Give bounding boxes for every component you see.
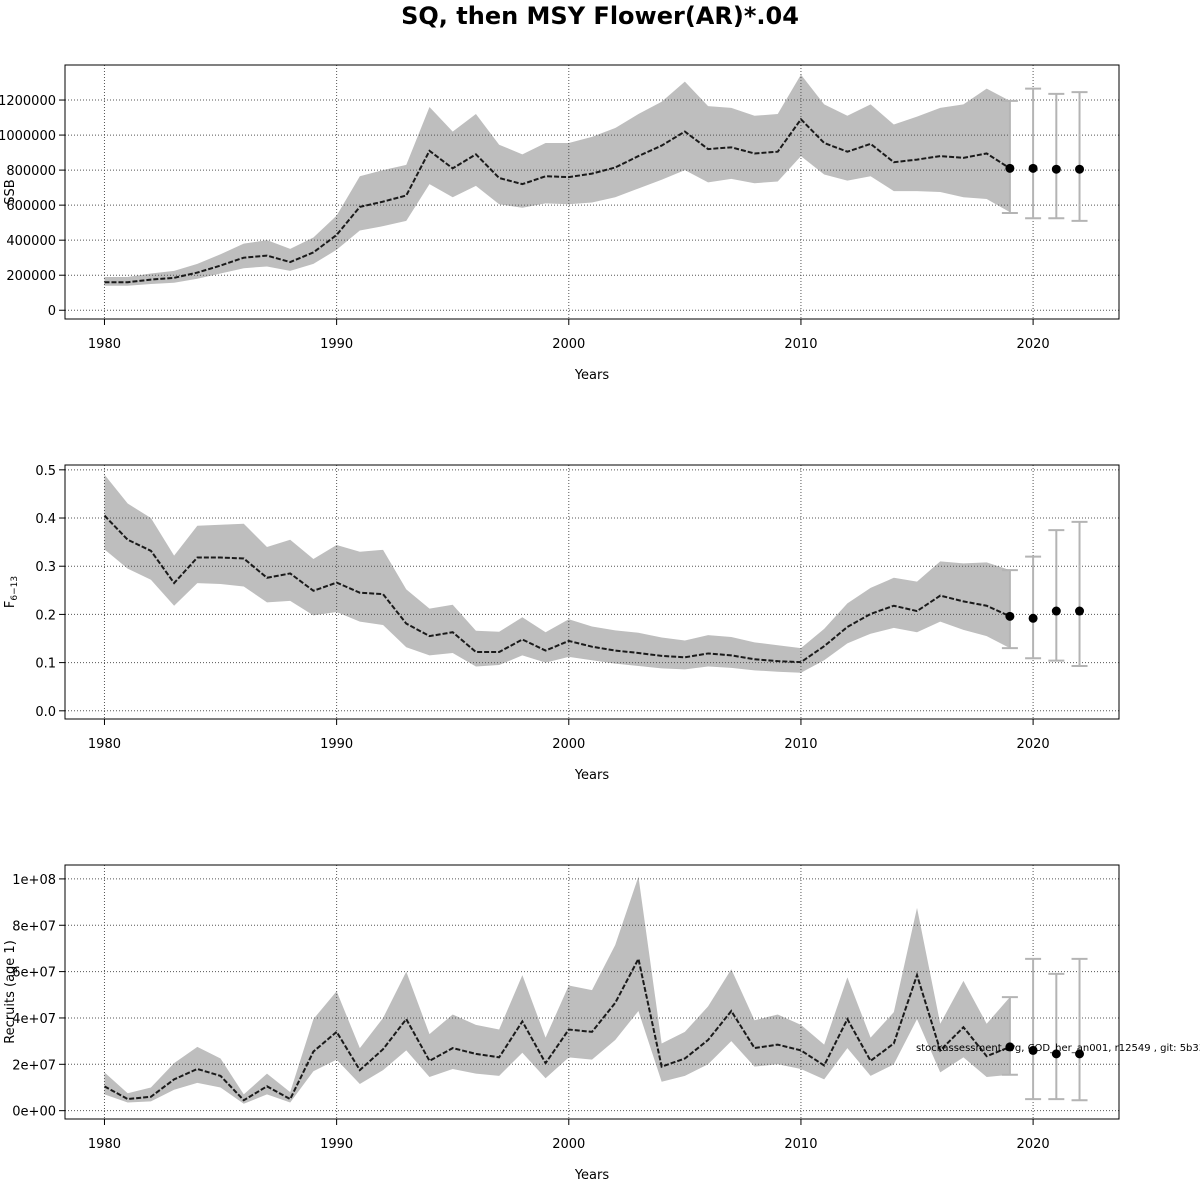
- recruits-plot-frame: [64, 864, 1120, 1120]
- fbar-x-tick-label: 2000: [552, 737, 585, 752]
- ssb-estimate-line: [104, 117, 1011, 284]
- recruits-x-tick-label: 1980: [88, 1137, 121, 1152]
- recruits-y-tick-label: 8e+07: [12, 919, 56, 934]
- footnote: stockassessment.org, COD_her_an001, r125…: [916, 1043, 1200, 1054]
- panel-ssb: 1980 1990 2000 2010 2020 0 200000 400000 600000 8…: [0, 64, 1120, 383]
- fbar-x-tick-label: 1980: [88, 737, 121, 752]
- recruits-x-tick-label: 2010: [784, 1137, 817, 1152]
- fbar-x-tick-label: 2010: [784, 737, 817, 752]
- fbar-y-axis-label: F6−13: [3, 576, 20, 608]
- recruits-estimate-line: [103, 955, 1011, 1102]
- recruits-x-tick-label: 2020: [1017, 1137, 1050, 1152]
- ssb-forecast-point: [1075, 164, 1085, 174]
- recruits-y-tick-label: 0e+00: [12, 1105, 56, 1120]
- recruits-y-tick-label: 6e+07: [12, 966, 56, 981]
- fbar-y-tick-label: 0.1: [35, 657, 56, 672]
- recruits-y-axis-label: Recruits (age 1): [3, 940, 18, 1044]
- ssb-x-tick-label: 2000: [552, 337, 585, 352]
- fbar-y-tick-label: 0.5: [35, 464, 56, 479]
- panel-recruits: 1980 1990 2000 2010 2020 0e+00 2e+07 4e+07 6e+07…: [3, 864, 1120, 1183]
- ssb-forecast-point: [1028, 163, 1038, 173]
- recruits-forecast-point: [1075, 1049, 1085, 1059]
- ssb-y-tick-label: 1000000: [0, 129, 56, 144]
- ssb-forecast-point: [1005, 163, 1015, 173]
- fbar-confidence-band: [104, 474, 1010, 673]
- ssb-y-tick-label: 0: [48, 304, 56, 319]
- recruits-y-tick-label: 1e+08: [12, 873, 56, 888]
- recruits-forecast-point: [1005, 1042, 1015, 1052]
- recruits-x-tick-label: 2000: [552, 1137, 585, 1152]
- fbar-forecast-point: [1075, 606, 1085, 616]
- fbar-x-tick-label: 2020: [1017, 737, 1050, 752]
- ssb-x-tick-label: 2010: [784, 337, 817, 352]
- ssb-forecast-point: [1051, 164, 1061, 174]
- fbar-x-tick-label: 1990: [320, 737, 353, 752]
- panel-fbar: 1980 1990 2000 2010 2020 0.0 0.1 0.2 0.3 0.4 0.5 Ye…: [3, 464, 1120, 783]
- ssb-y-tick-label: 1200000: [0, 94, 56, 109]
- ssb-x-tick-label: 1990: [320, 337, 353, 352]
- ssb-x-axis-label: Years: [574, 368, 610, 383]
- fbar-y-tick-label: 0.3: [35, 560, 56, 575]
- fbar-forecast-point: [1028, 613, 1038, 623]
- ssb-y-tick-label: 200000: [6, 269, 56, 284]
- ssb-plot-frame: [64, 64, 1120, 320]
- fbar-forecast-point: [1051, 606, 1061, 616]
- fbar-estimate-line: [103, 514, 1011, 664]
- fbar-y-axis-label-subscript: 6−13: [10, 576, 20, 601]
- recruits-forecast-point: [1028, 1045, 1038, 1055]
- chart-title: SQ, then MSY Flower(AR)*.04: [401, 2, 799, 30]
- recruits-x-tick-label: 1990: [320, 1137, 353, 1152]
- ssb-y-tick-label: 600000: [6, 199, 56, 214]
- ssb-x-tick-label: 1980: [88, 337, 121, 352]
- recruits-confidence-band: [104, 876, 1010, 1104]
- recruits-forecast-point: [1051, 1049, 1061, 1059]
- fbar-y-tick-label: 0.0: [35, 705, 56, 720]
- ssb-y-axis-label: SSB: [3, 179, 18, 204]
- fbar-forecast-point: [1005, 611, 1015, 621]
- recruits-y-tick-label: 2e+07: [12, 1058, 56, 1073]
- recruits-x-axis-label: Years: [574, 1168, 610, 1183]
- ssb-y-tick-label: 400000: [6, 234, 56, 249]
- fbar-plot-frame: [64, 464, 1120, 720]
- recruits-y-tick-label: 4e+07: [12, 1012, 56, 1027]
- ssb-x-tick-label: 2020: [1017, 337, 1050, 352]
- ssb-y-tick-label: 800000: [6, 164, 56, 179]
- ssb-confidence-band: [104, 74, 1010, 286]
- fbar-x-axis-label: Years: [574, 768, 610, 783]
- fbar-y-tick-label: 0.2: [35, 608, 56, 623]
- fbar-y-tick-label: 0.4: [35, 512, 56, 527]
